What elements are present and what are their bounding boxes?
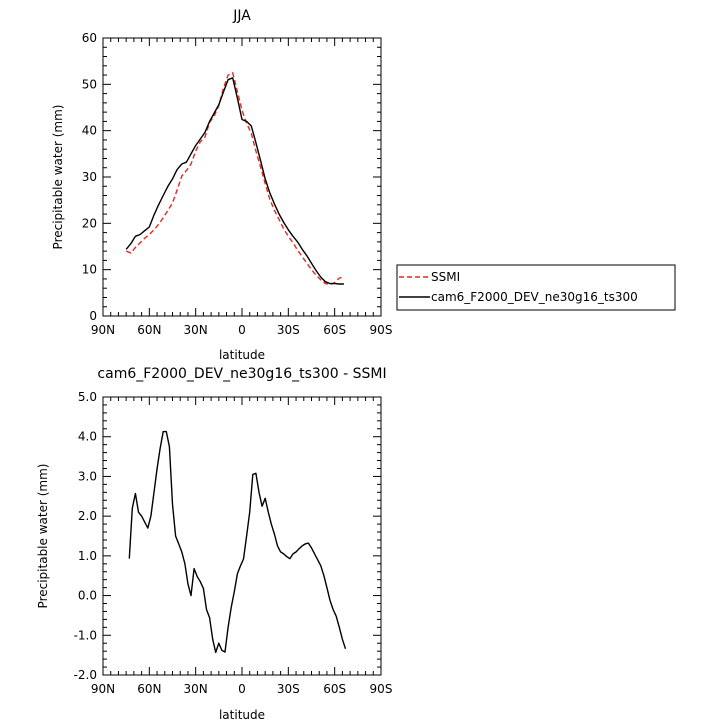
bottom-panel-axes: 90N 60N 30N 0 30S 60S 90S -2.0 -1.0 0.0 1.0 2.0 3.0 4…: [74, 390, 393, 696]
top-xtick-label: 90N: [91, 323, 115, 337]
top-panel-series: [125, 72, 345, 286]
bottom-panel: cam6_F2000_DEV_ne30g16_ts300 - SSMI lati…: [36, 366, 392, 722]
bottom-xtick-label: 30S: [277, 682, 300, 696]
top-ytick-label: 60: [82, 31, 97, 45]
top-series-line-cam6-f2000-dev-ne30g16-ts300: [125, 77, 344, 285]
top-panel-ylabel: Precipitable water (mm): [51, 105, 65, 250]
top-panel-axes: 90N 60N 30N 0 30S 60S 90S 0 10 20 30 40 50 60: [82, 31, 393, 337]
top-ytick-label: 30: [82, 170, 97, 184]
bottom-xtick-label: 90N: [91, 682, 115, 696]
bottom-panel-xlabel: latitude: [219, 708, 265, 722]
top-xtick-label: 90S: [370, 323, 393, 337]
legend: SSMI cam6_F2000_DEV_ne30g16_ts300: [396, 264, 676, 311]
top-plot-frame: [102, 37, 382, 317]
top-xtick-label: 60N: [137, 323, 161, 337]
bottom-xtick-label: 60S: [323, 682, 346, 696]
bottom-panel-series: [128, 430, 347, 654]
top-panel-xlabel: latitude: [219, 348, 265, 362]
top-ytick-label: 50: [82, 77, 97, 91]
bottom-ytick-label: -1.0: [74, 628, 97, 642]
bottom-panel-ylabel: Precipitable water (mm): [36, 464, 50, 609]
top-xtick-label: 30S: [277, 323, 300, 337]
bottom-plot-frame: [102, 396, 382, 676]
bottom-ytick-label: 1.0: [78, 549, 97, 563]
legend-label-model: cam6_F2000_DEV_ne30g16_ts300: [431, 290, 638, 304]
legend-box: [396, 264, 676, 311]
top-panel-title: JJA: [232, 8, 251, 24]
bottom-panel-title: cam6_F2000_DEV_ne30g16_ts300 - SSMI: [97, 366, 386, 382]
bottom-ytick-label: 4.0: [78, 430, 97, 444]
legend-label-ssmi: SSMI: [431, 270, 460, 284]
top-ytick-label: 0: [89, 309, 97, 323]
bottom-xtick-label: 30N: [184, 682, 208, 696]
bottom-xtick-label: 90S: [370, 682, 393, 696]
bottom-ytick-label: 5.0: [78, 390, 97, 404]
bottom-series-line-difference: [128, 430, 347, 654]
bottom-ytick-label: 2.0: [78, 509, 97, 523]
top-xtick-label: 30N: [184, 323, 208, 337]
top-xtick-label: 0: [238, 323, 246, 337]
bottom-ytick-label: 0.0: [78, 589, 97, 603]
top-xtick-label: 60S: [323, 323, 346, 337]
bottom-ytick-label: -2.0: [74, 668, 97, 682]
bottom-xtick-label: 0: [238, 682, 246, 696]
top-series-line-ssmi: [125, 72, 345, 286]
top-ytick-label: 20: [82, 216, 97, 230]
bottom-ytick-label: 3.0: [78, 469, 97, 483]
top-ytick-label: 40: [82, 124, 97, 138]
bottom-xtick-label: 60N: [137, 682, 161, 696]
top-panel: JJA latitude Precipitable water (mm) 90N…: [51, 8, 676, 362]
top-ytick-label: 10: [82, 263, 97, 277]
